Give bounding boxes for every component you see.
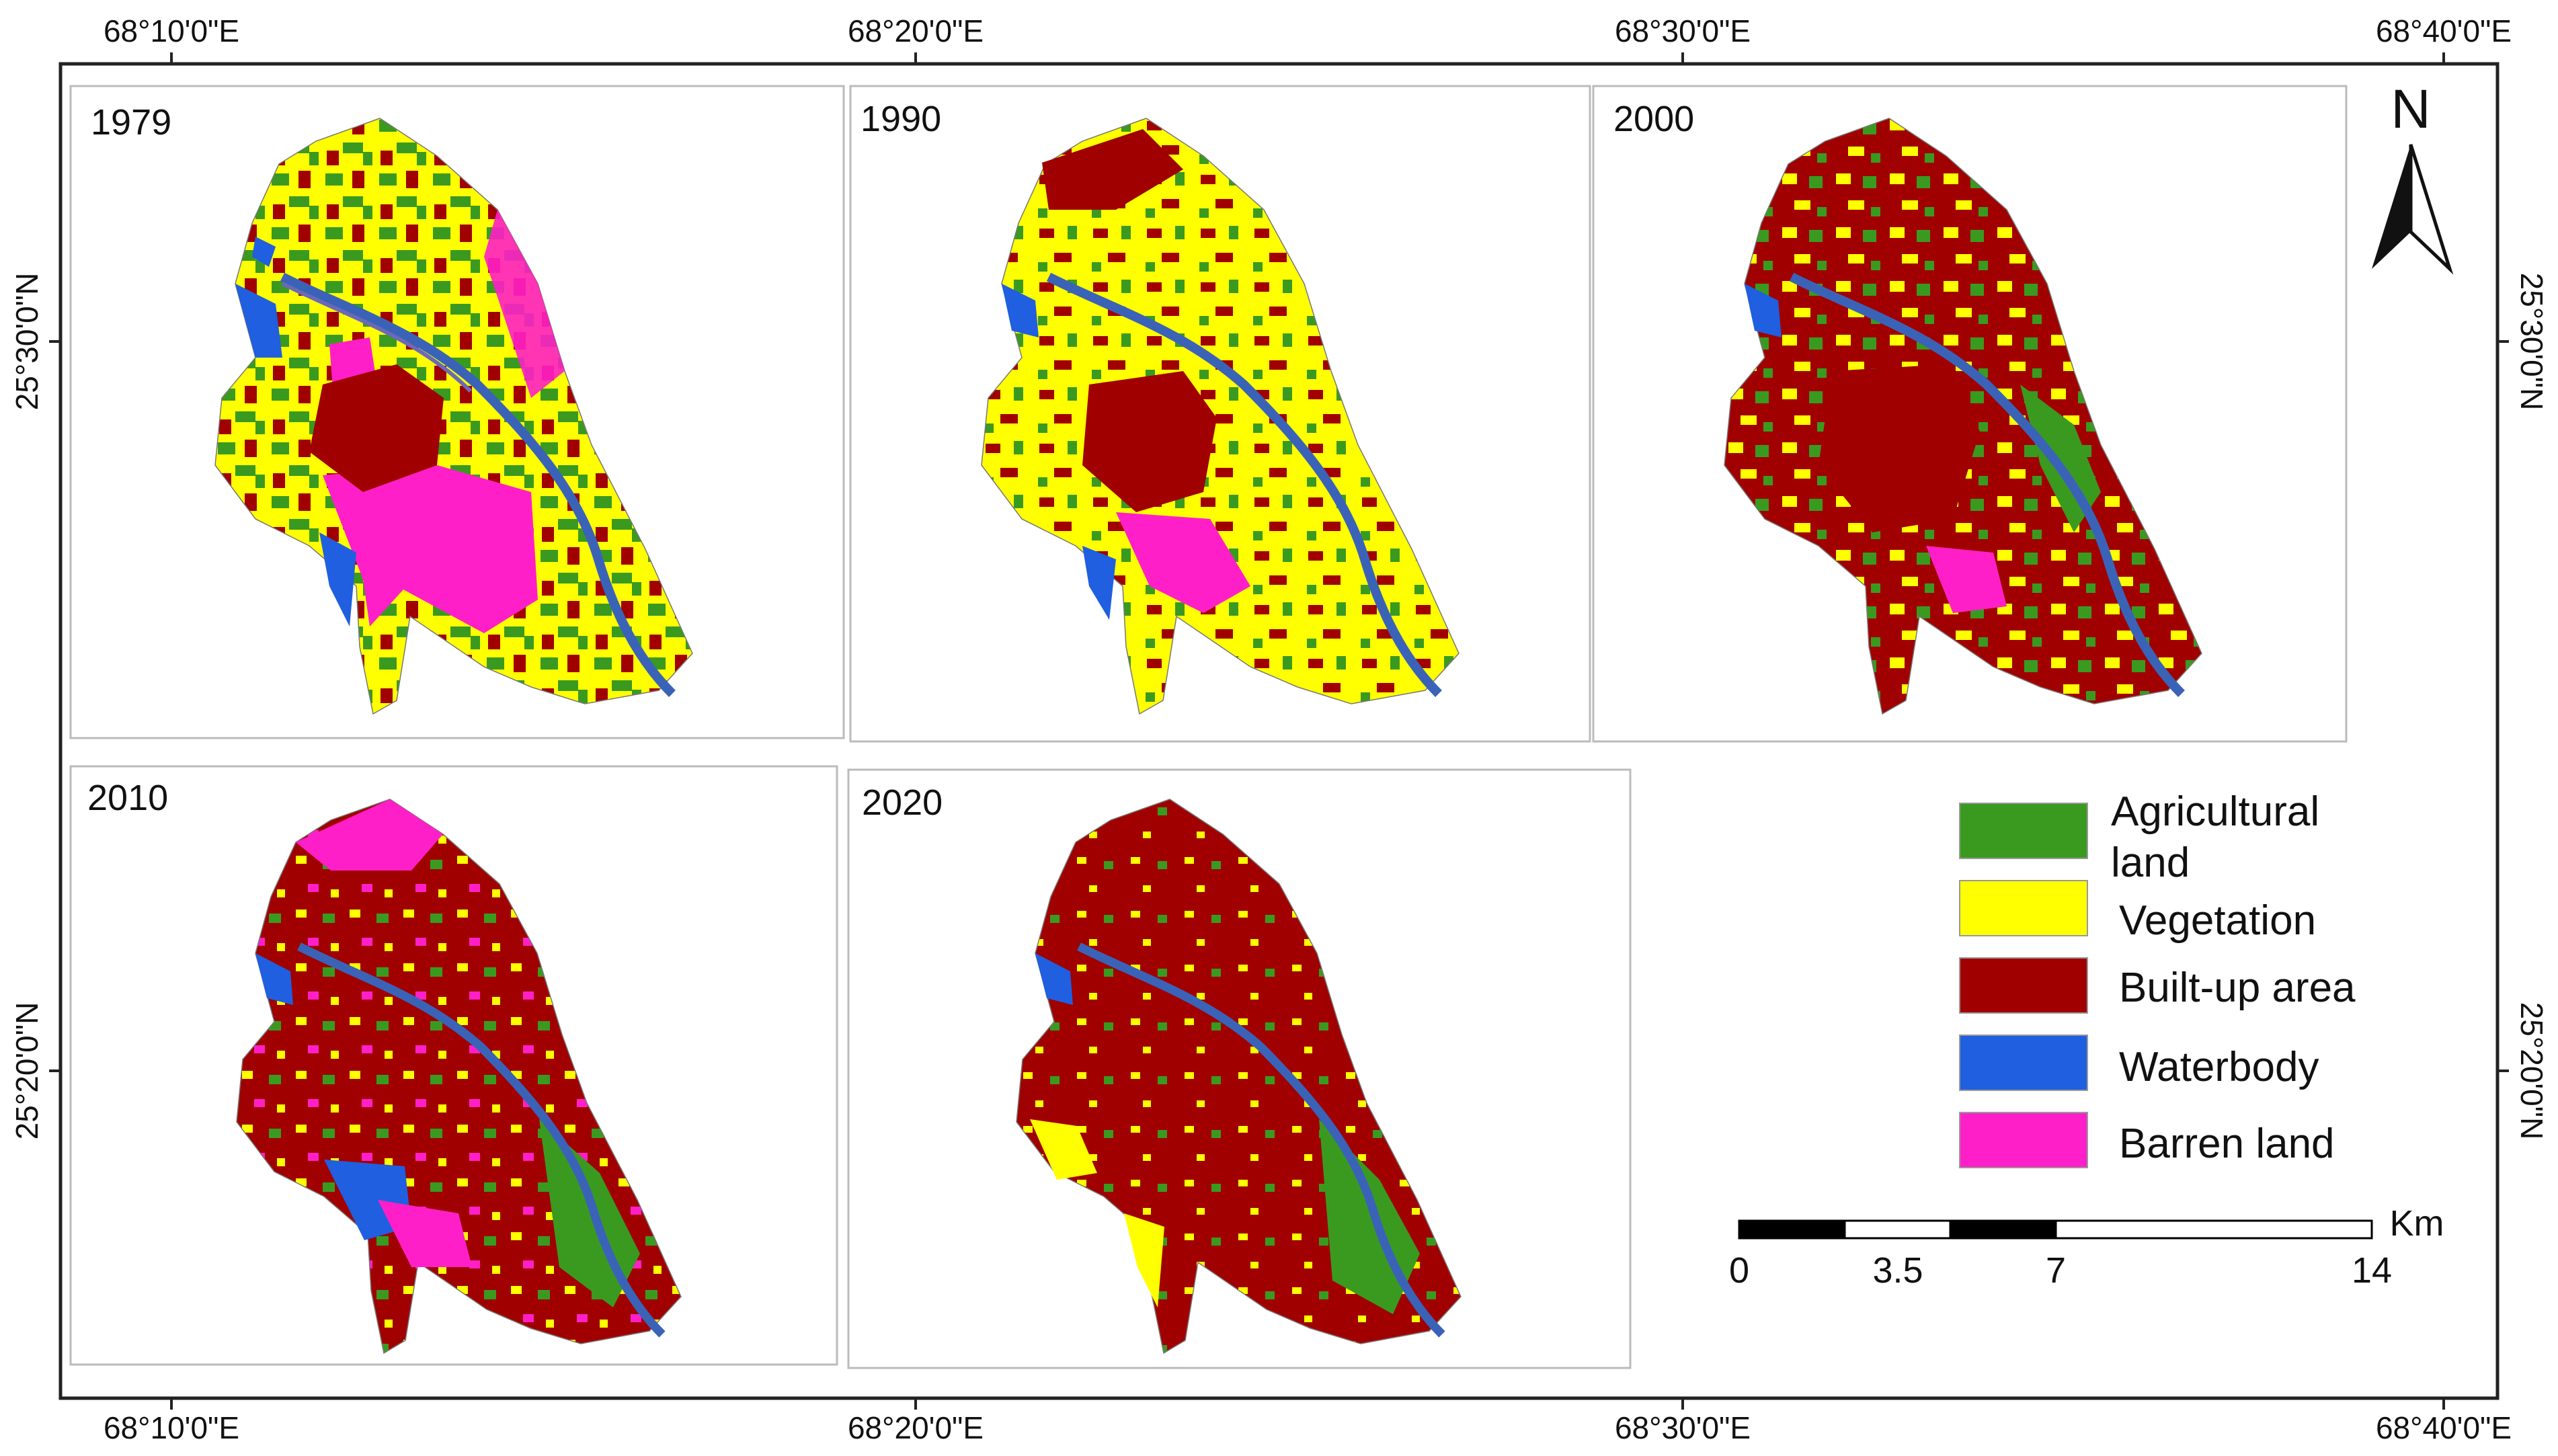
north-arrow: N: [2372, 79, 2454, 275]
lulc-map-1990: [981, 118, 1460, 715]
legend-swatch-builtup: [1959, 957, 2088, 1014]
graticule-bottom-label: 68°10'0"E: [104, 1410, 239, 1445]
north-arrow-icon: [2409, 144, 2454, 275]
panel-year-label: 2020: [862, 782, 943, 823]
legend-swatch-agricultural: [1959, 803, 2088, 859]
lulc-map-2010: [236, 799, 682, 1354]
legend-label-barren: Barren land: [2119, 1121, 2335, 1167]
legend-label-agricultural: Agricultural land: [2111, 788, 2320, 886]
graticule-right-label: 25°30'0"N: [2514, 273, 2549, 411]
legend-swatch-barren: [1959, 1112, 2088, 1168]
graticule-top-label: 68°40'0"E: [2376, 13, 2512, 48]
scale-tick: 7: [2046, 1250, 2066, 1291]
panel-1979: 1979: [69, 85, 845, 739]
north-label: N: [2391, 79, 2430, 140]
legend-swatch-vegetation: [1959, 880, 2088, 936]
scale-tick: 0: [1729, 1250, 1749, 1291]
graticule-bottom-label: 68°30'0"E: [1615, 1410, 1751, 1445]
graticule-ticks: [49, 52, 2509, 1410]
scale-bar: Km 0 3.5 7 14: [1729, 1203, 2444, 1291]
scale-tick: 3.5: [1872, 1250, 1923, 1291]
north-arrow-icon: [2372, 145, 2411, 269]
graticule-bottom-label: 68°20'0"E: [848, 1410, 984, 1445]
panel-year-label: 1979: [91, 102, 171, 143]
lulc-map-1979: [214, 118, 693, 715]
lulc-map-2000: [1724, 118, 2202, 715]
graticule-right-label: 25°20'0"N: [2514, 1002, 2549, 1140]
panel-1990: 1990: [849, 85, 1591, 743]
scale-unit: Km: [2390, 1203, 2444, 1244]
legend-label-waterbody: Waterbody: [2119, 1044, 2319, 1090]
graticule-left-label: 25°20'0"N: [9, 1002, 44, 1140]
panel-year-label: 2010: [87, 778, 168, 818]
graticule-top-label: 68°20'0"E: [848, 13, 984, 48]
panel-year-label: 1990: [861, 99, 941, 139]
legend: Agricultural land Vegetation Built-up ar…: [1959, 788, 2356, 1168]
legend-label-vegetation: Vegetation: [2119, 897, 2316, 944]
graticule-top-label: 68°10'0"E: [104, 13, 239, 48]
panel-2020: 2020: [847, 768, 1632, 1369]
panel-year-label: 2000: [1613, 99, 1694, 139]
lulc-map-2020: [1016, 799, 1462, 1354]
graticule-top-label: 68°30'0"E: [1615, 13, 1751, 48]
panel-2010: 2010: [69, 765, 838, 1366]
graticule-left-label: 25°30'0"N: [9, 273, 44, 411]
panel-2000: 2000: [1592, 85, 2348, 743]
legend-swatch-waterbody: [1959, 1035, 2088, 1091]
graticule-bottom-label: 68°40'0"E: [2376, 1410, 2512, 1445]
scale-tick: 14: [2352, 1250, 2392, 1291]
legend-label-builtup: Built-up area: [2119, 965, 2356, 1011]
legend-label-wrap: Agricultural land: [2111, 788, 2320, 886]
